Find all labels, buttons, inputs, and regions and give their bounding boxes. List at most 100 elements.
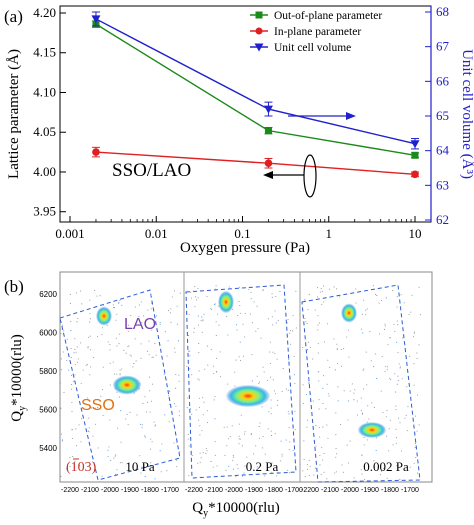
noise-dot: [392, 290, 394, 292]
noise-dot: [242, 475, 244, 477]
noise-dot: [307, 349, 309, 351]
noise-dot: [71, 429, 73, 431]
noise-dot: [151, 356, 153, 358]
noise-dot: [336, 348, 338, 350]
map-x-tick-label: -1900: [361, 487, 379, 494]
noise-dot: [258, 382, 260, 384]
noise-dot: [206, 345, 208, 347]
noise-dot: [215, 370, 217, 372]
diffraction-spot: [112, 375, 142, 395]
noise-dot: [189, 355, 191, 357]
noise-dot: [60, 475, 62, 477]
noise-dot: [321, 447, 323, 449]
noise-dot: [360, 397, 362, 399]
noise-dot: [227, 383, 229, 385]
noise-dot: [317, 329, 319, 331]
noise-dot: [128, 330, 130, 332]
map-x-axis-label: Qy*10000(rlu): [192, 500, 280, 519]
noise-dot: [242, 355, 244, 357]
noise-dot: [74, 460, 76, 462]
noise-dot: [321, 303, 323, 305]
noise-dot: [94, 290, 96, 292]
noise-dot: [118, 343, 120, 345]
noise-dot: [315, 445, 317, 447]
noise-dot: [306, 322, 308, 324]
noise-dot: [289, 441, 291, 443]
noise-dot: [375, 449, 377, 451]
noise-dot: [178, 380, 180, 382]
noise-dot: [416, 358, 418, 360]
noise-dot: [89, 349, 91, 351]
noise-dot: [238, 443, 240, 445]
noise-dot: [173, 347, 175, 349]
noise-dot: [346, 336, 348, 338]
map-x-tick-label: -1800: [141, 487, 159, 494]
noise-dot: [107, 341, 109, 343]
noise-dot: [69, 293, 71, 295]
noise-dot: [127, 424, 129, 426]
noise-dot: [195, 299, 197, 301]
noise-dot: [214, 454, 216, 456]
noise-dot: [199, 434, 201, 436]
noise-dot: [361, 413, 363, 415]
noise-dot: [151, 400, 153, 402]
noise-dot: [134, 338, 136, 340]
noise-dot: [168, 403, 170, 405]
noise-dot: [197, 315, 199, 317]
noise-dot: [367, 405, 369, 407]
noise-dot: [417, 472, 419, 474]
noise-dot: [374, 353, 376, 355]
noise-dot: [173, 290, 175, 292]
noise-dot: [269, 362, 271, 364]
noise-dot: [395, 442, 397, 444]
legend-label: In-plane parameter: [274, 26, 361, 38]
noise-dot: [60, 358, 62, 360]
noise-dot: [292, 449, 294, 451]
noise-dot: [189, 368, 191, 370]
noise-dot: [116, 391, 118, 393]
map-x-tick-label: -1900: [121, 487, 139, 494]
map-x-axis: -2200 -2100 -2000 -1900 -1800 -1700 -2200 -2100…: [61, 487, 419, 494]
noise-dot: [259, 422, 261, 424]
noise-dot: [267, 318, 269, 320]
noise-dot: [198, 352, 200, 354]
map-x-tick-label: -1800: [381, 487, 399, 494]
noise-dot: [280, 460, 282, 462]
noise-dot: [369, 331, 371, 333]
noise-dot: [149, 390, 151, 392]
panel-a-label: (a): [4, 7, 23, 26]
noise-dot: [80, 290, 82, 292]
noise-dot: [73, 380, 75, 382]
legend-label: Unit cell volume: [274, 42, 351, 54]
noise-dot: [285, 439, 287, 441]
noise-dot: [394, 330, 396, 332]
noise-dot: [360, 328, 362, 330]
noise-dot: [308, 379, 310, 381]
noise-dot: [168, 421, 170, 423]
noise-dot: [146, 411, 148, 413]
noise-dot: [295, 327, 297, 329]
noise-dot: [190, 291, 192, 293]
noise-dot: [212, 466, 214, 468]
noise-dot: [360, 469, 362, 471]
noise-dot: [399, 478, 401, 480]
noise-dot: [102, 366, 104, 368]
noise-dot: [81, 303, 83, 305]
noise-dot: [176, 466, 178, 468]
noise-dot: [61, 440, 63, 442]
noise-dot: [169, 312, 171, 314]
noise-dot: [154, 343, 156, 345]
noise-dot: [87, 397, 89, 399]
noise-dot: [149, 411, 151, 413]
noise-dot: [117, 427, 119, 429]
noise-dot: [207, 422, 209, 424]
noise-dot: [324, 297, 326, 299]
noise-dot: [215, 335, 217, 337]
noise-dot: [178, 410, 180, 412]
noise-dot: [153, 421, 155, 423]
noise-dot: [400, 450, 402, 452]
noise-dot: [249, 313, 251, 315]
noise-dot: [146, 350, 148, 352]
rsm-maps: 10 Pa 0.2 Pa 0.002 Pa: [59, 284, 421, 483]
noise-dot: [115, 319, 117, 321]
